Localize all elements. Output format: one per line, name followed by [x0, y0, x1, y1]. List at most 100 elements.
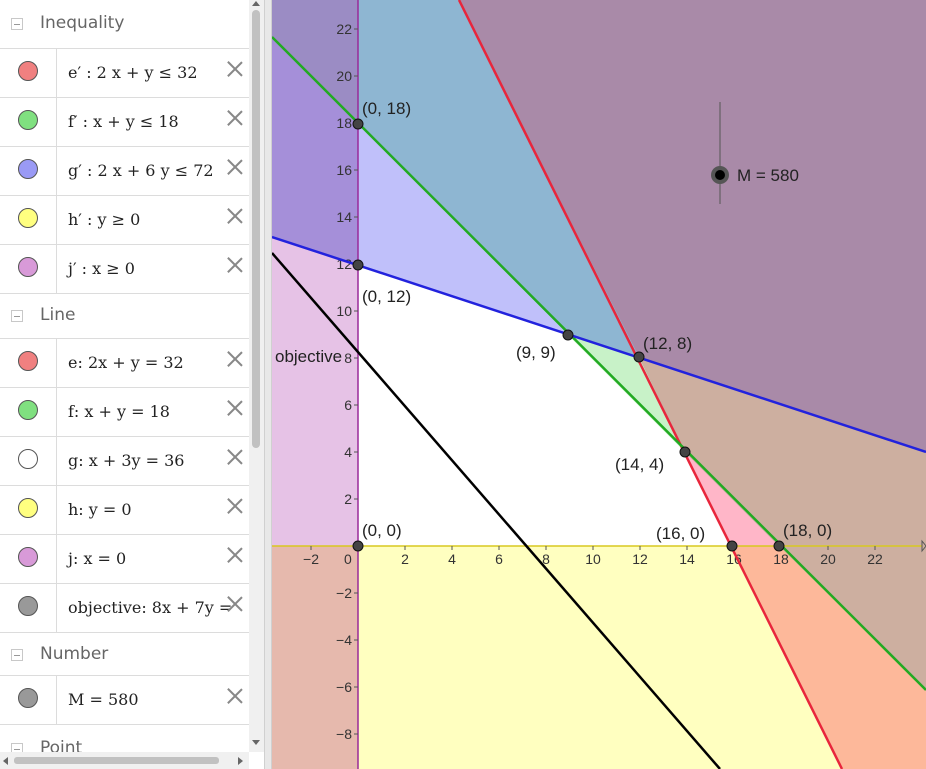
divider [0, 632, 249, 633]
delete-icon[interactable] [225, 545, 245, 565]
scroll-up-icon[interactable] [252, 1, 260, 6]
visibility-toggle-icon[interactable] [18, 547, 38, 567]
delete-icon[interactable] [225, 447, 245, 467]
algebra-item-text[interactable]: objective: 8x + 7y = [68, 598, 233, 617]
graphics-view[interactable]: −2 0 2 4 6 8 10 12 14 16 18 20 22 22 20 18 16 14 12 10 8 6 4 2… [272, 0, 926, 769]
group-header-number[interactable]: Number [0, 633, 249, 675]
point-12-8[interactable] [633, 351, 645, 363]
algebra-item-text[interactable]: e′ : 2 x + y ≤ 32 [68, 63, 198, 82]
algebra-item-e[interactable]: e: 2x + y = 32 [0, 338, 249, 387]
visibility-toggle-icon[interactable] [18, 159, 38, 179]
delete-icon[interactable] [225, 398, 245, 418]
algebra-item-e-prime[interactable]: e′ : 2 x + y ≤ 32 [0, 48, 249, 97]
y-tick-label: 20 [336, 68, 352, 84]
algebra-item-text[interactable]: e: 2x + y = 32 [68, 353, 184, 372]
delete-icon[interactable] [225, 255, 245, 275]
delete-icon[interactable] [225, 59, 245, 79]
algebra-item-text[interactable]: j′ : x ≥ 0 [68, 259, 135, 278]
divider [0, 724, 249, 725]
vertical-scrollbar[interactable] [249, 0, 264, 752]
line-objective-black [272, 252, 721, 769]
line-e-red [457, 0, 844, 769]
point-0-12[interactable] [352, 259, 364, 271]
x-tick-label: 10 [585, 551, 601, 567]
algebra-item-m[interactable]: M = 580 [0, 675, 249, 724]
graphics-canvas[interactable]: −2 0 2 4 6 8 10 12 14 16 18 20 22 222018161412108642… [272, 0, 926, 769]
y-tick-label: 8 [344, 350, 352, 366]
y-tick-label: 2 [344, 491, 352, 507]
algebra-item-text[interactable]: h: y = 0 [68, 500, 132, 519]
algebra-item-text[interactable]: j: x = 0 [68, 549, 127, 568]
point-18-0[interactable] [773, 540, 785, 552]
algebra-item-text[interactable]: h′ : y ≥ 0 [68, 210, 141, 229]
y-tick-label: 18 [336, 115, 352, 131]
algebra-item-g-prime[interactable]: g′ : 2 x + 6 y ≤ 72 [0, 146, 249, 195]
group-header-inequality[interactable]: Inequality [0, 0, 249, 48]
algebra-item-text[interactable]: M = 580 [68, 690, 139, 709]
point-14-4[interactable] [679, 446, 691, 458]
scroll-left-icon[interactable] [3, 757, 8, 765]
visibility-toggle-icon[interactable] [18, 257, 38, 277]
point-label: (12, 8) [643, 334, 692, 353]
collapse-toggle-icon[interactable] [11, 310, 23, 322]
algebra-item-j-prime[interactable]: j′ : x ≥ 0 [0, 244, 249, 293]
algebra-view: Inequality e′ : 2 x + y ≤ 32 f′ : x + y … [0, 0, 264, 769]
visibility-toggle-icon[interactable] [18, 110, 38, 130]
algebra-item-text[interactable]: g: x + 3y = 36 [68, 451, 185, 470]
visibility-cell [0, 147, 57, 195]
y-tick-label: 22 [336, 21, 352, 37]
visibility-toggle-icon[interactable] [18, 688, 38, 708]
delete-icon[interactable] [225, 206, 245, 226]
visibility-toggle-icon[interactable] [18, 61, 38, 81]
point-16-0[interactable] [726, 540, 738, 552]
delete-icon[interactable] [225, 686, 245, 706]
group-header-line[interactable]: Line [0, 294, 249, 338]
delete-icon[interactable] [225, 349, 245, 369]
point-9-9[interactable] [562, 329, 574, 341]
point-0-0[interactable] [352, 540, 364, 552]
divider [0, 293, 249, 294]
delete-icon[interactable] [225, 157, 245, 177]
algebra-item-text[interactable]: f: x + y = 18 [68, 402, 170, 421]
x-tick-label: 0 [344, 551, 352, 567]
delete-icon[interactable] [225, 108, 245, 128]
visibility-cell [0, 676, 57, 724]
algebra-item-f-prime[interactable]: f′ : x + y ≤ 18 [0, 97, 249, 146]
visibility-cell [0, 486, 57, 534]
algebra-item-g[interactable]: g: x + 3y = 36 [0, 436, 249, 485]
scrollbar-thumb[interactable] [252, 10, 260, 448]
visibility-toggle-icon[interactable] [18, 498, 38, 518]
algebra-item-h[interactable]: h: y = 0 [0, 485, 249, 534]
objective-label: objective [275, 347, 342, 366]
view-divider[interactable] [264, 0, 272, 769]
visibility-toggle-icon[interactable] [18, 351, 38, 371]
x-tick-label: 4 [448, 551, 456, 567]
algebra-item-j[interactable]: j: x = 0 [0, 534, 249, 583]
y-tick-label: 6 [344, 397, 352, 413]
point-label: (9, 9) [516, 343, 556, 362]
algebra-item-text[interactable]: f′ : x + y ≤ 18 [68, 112, 179, 131]
visibility-cell [0, 437, 57, 485]
group-title: Inequality [40, 13, 125, 33]
algebra-item-objective[interactable]: objective: 8x + 7y = [0, 583, 249, 632]
y-tick-label: −2 [336, 585, 352, 601]
point-label: (0, 0) [362, 521, 402, 540]
visibility-toggle-icon[interactable] [18, 208, 38, 228]
visibility-toggle-icon[interactable] [18, 400, 38, 420]
delete-icon[interactable] [225, 594, 245, 614]
visibility-toggle-icon[interactable] [18, 449, 38, 469]
scroll-right-icon[interactable] [238, 757, 243, 765]
horizontal-scrollbar[interactable] [0, 752, 249, 769]
point-0-18[interactable] [352, 118, 364, 130]
scroll-down-icon[interactable] [252, 740, 260, 745]
collapse-toggle-icon[interactable] [11, 649, 23, 661]
collapse-toggle-icon[interactable] [11, 18, 23, 30]
visibility-toggle-icon[interactable] [18, 596, 38, 616]
scrollbar-thumb[interactable] [14, 757, 219, 764]
y-tick-label: 4 [344, 444, 352, 460]
algebra-item-h-prime[interactable]: h′ : y ≥ 0 [0, 195, 249, 244]
algebra-item-f[interactable]: f: x + y = 18 [0, 387, 249, 436]
x-tick-label: 2 [401, 551, 409, 567]
delete-icon[interactable] [225, 496, 245, 516]
algebra-item-text[interactable]: g′ : 2 x + 6 y ≤ 72 [68, 161, 214, 180]
